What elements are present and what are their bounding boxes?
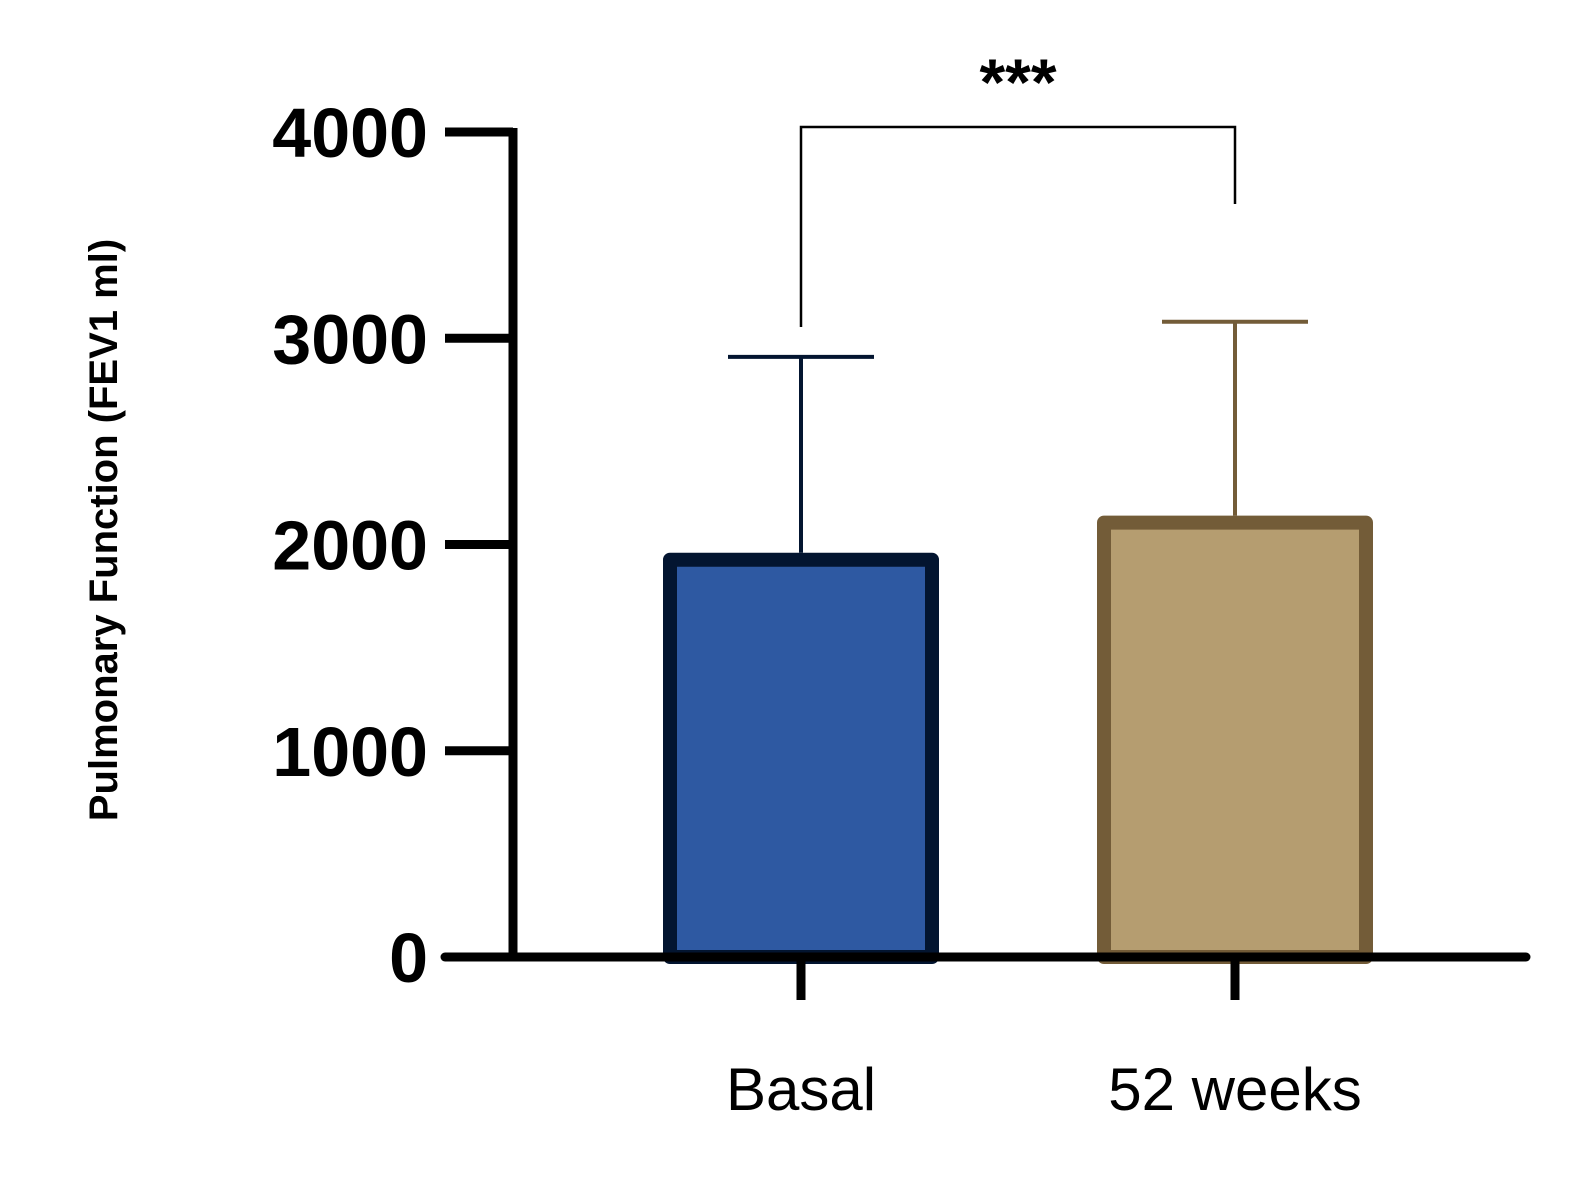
y-tick-label: 1000: [272, 713, 428, 791]
axes: [440, 128, 1531, 962]
x-tick-label: Basal: [726, 1056, 876, 1123]
y-tick-label: 4000: [272, 94, 428, 172]
y-axis: 0 1000 2000 3000 4000: [272, 94, 513, 997]
x-tick-label: 52 weeks: [1108, 1056, 1361, 1123]
y-axis-label: Pulmonary Function (FEV1 ml): [82, 239, 126, 821]
bar: [663, 552, 939, 964]
y-tick-label: 0: [389, 919, 428, 997]
significance-stars: ***: [979, 45, 1056, 119]
y-tick-label: 2000: [272, 507, 428, 585]
bars: [663, 515, 1373, 964]
y-tick-label: 3000: [272, 300, 428, 378]
error-bars: [728, 319, 1308, 553]
x-axis: Basal 52 weeks: [726, 957, 1362, 1123]
bar: [1097, 515, 1373, 964]
significance-annotation: ***: [799, 45, 1237, 327]
significance-bracket: [799, 125, 1237, 327]
